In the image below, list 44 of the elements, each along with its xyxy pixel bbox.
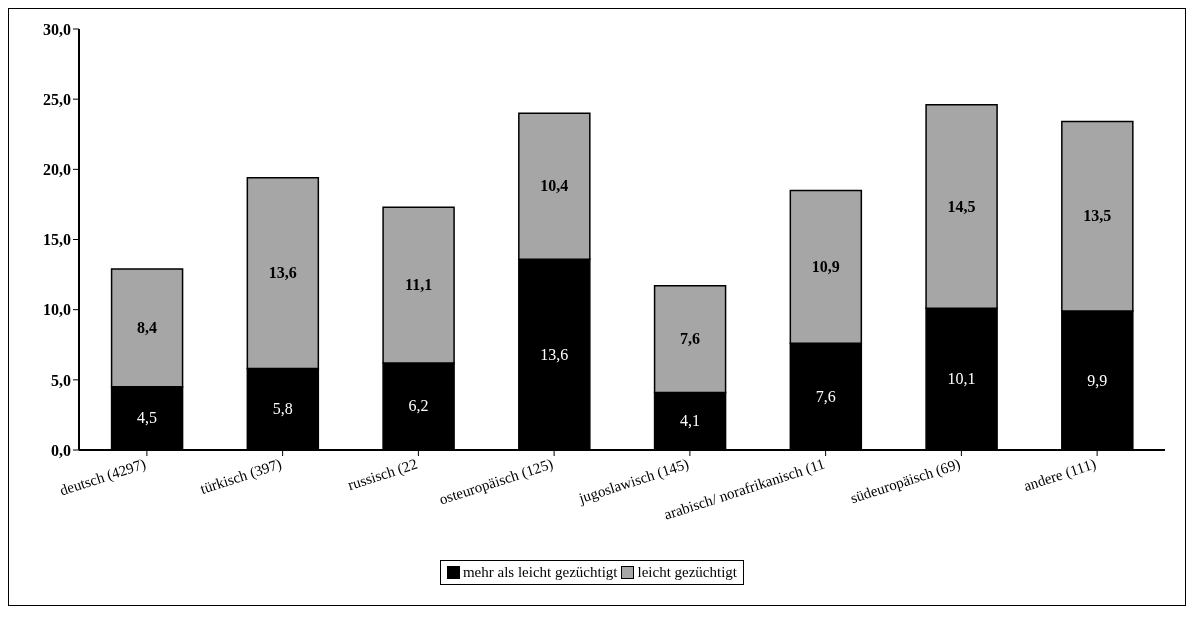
- legend-label: mehr als leicht gezüchtigt: [462, 564, 618, 581]
- data-label: 13,6: [540, 345, 569, 363]
- data-label: 10,9: [811, 257, 840, 275]
- data-label: 7,6: [680, 330, 701, 348]
- bar: [789, 189, 863, 345]
- bar: [925, 104, 998, 310]
- bar: [1061, 120, 1134, 312]
- x-tick-label: russisch (22: [345, 455, 420, 495]
- y-tick-label: 5,0: [51, 371, 71, 389]
- bar: [110, 386, 184, 450]
- y-tick-label: 25,0: [43, 90, 71, 108]
- data-label: 14,5: [947, 197, 976, 215]
- bar: [653, 285, 727, 394]
- bar: [518, 112, 591, 260]
- bar: [653, 391, 727, 450]
- data-label: 4,5: [137, 409, 158, 427]
- data-label: 9,9: [1087, 371, 1108, 389]
- bar: [518, 258, 591, 450]
- y-tick-label: 0,0: [51, 441, 71, 459]
- data-label: 4,1: [680, 412, 701, 430]
- bar: [382, 362, 455, 450]
- bar: [110, 268, 184, 388]
- legend-label: leicht gezüchtigt: [637, 564, 738, 581]
- data-label: 7,6: [815, 387, 836, 405]
- bar: [925, 307, 998, 450]
- bar: [382, 206, 455, 364]
- x-tick-label: türkisch (397): [198, 455, 284, 498]
- data-label: 11,1: [405, 276, 433, 294]
- y-tick-label: 20,0: [43, 161, 71, 179]
- data-label: 5,8: [272, 400, 293, 418]
- data-label: 10,1: [947, 370, 976, 388]
- bar: [1061, 310, 1134, 450]
- x-tick-label: andere (111): [1021, 455, 1099, 496]
- data-label: 13,5: [1083, 207, 1112, 225]
- data-label: 8,4: [137, 318, 158, 336]
- y-tick-label: 15,0: [43, 231, 71, 249]
- data-label: 10,4: [540, 177, 569, 195]
- data-label: 13,6: [268, 264, 297, 282]
- y-tick-label: 10,0: [43, 301, 71, 319]
- data-label: 6,2: [408, 397, 429, 415]
- bar: [246, 177, 320, 370]
- bar: [789, 342, 863, 450]
- bar: [246, 367, 320, 450]
- y-tick-label: 30,0: [43, 20, 71, 38]
